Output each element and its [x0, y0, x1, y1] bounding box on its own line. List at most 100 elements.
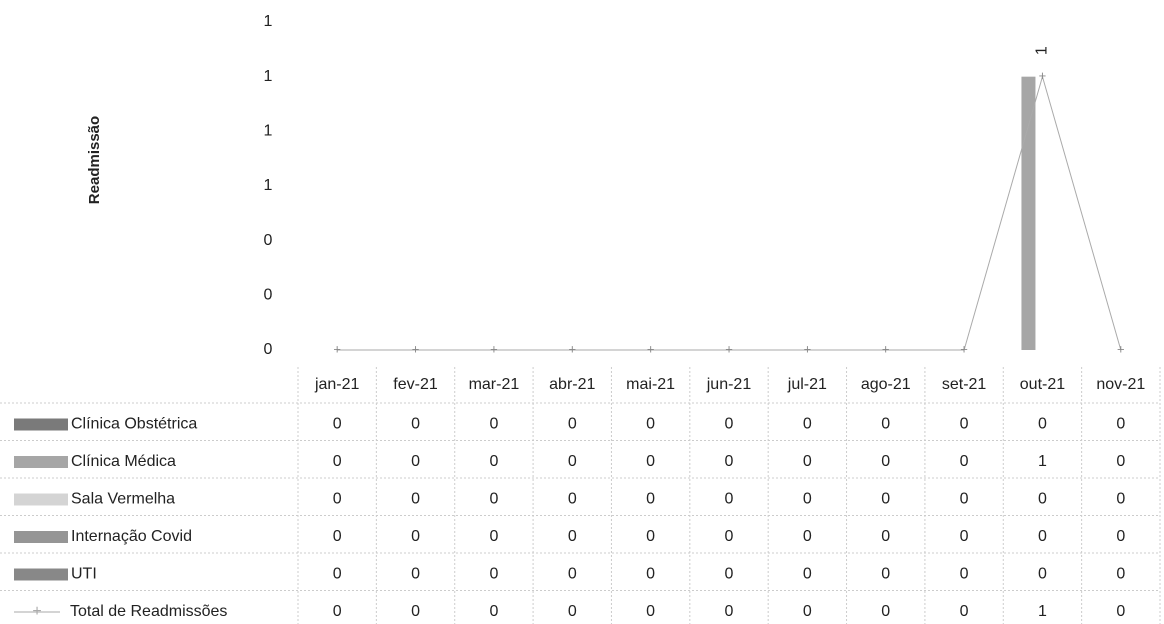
table-cell: 0	[411, 453, 420, 470]
table-cell: 0	[646, 453, 655, 470]
x-tick-label: set-21	[942, 376, 987, 393]
y-tick-label: 1	[264, 177, 273, 194]
table-cell: 0	[1038, 416, 1047, 433]
legend-label: Internação Covid	[71, 528, 192, 545]
legend-label: Clínica Médica	[71, 453, 176, 470]
line-marker: +	[1039, 68, 1047, 83]
line	[337, 74, 1122, 351]
table-cell: 0	[725, 528, 734, 545]
table-cell: 1	[1038, 603, 1047, 620]
table-cell: 0	[960, 603, 969, 620]
table-cell: 0	[489, 566, 498, 583]
data-label: 1	[1034, 46, 1051, 55]
line-marker: +	[804, 341, 812, 356]
table-cell: 0	[411, 566, 420, 583]
table-cell: 0	[1116, 453, 1125, 470]
legend-label: Total de Readmissões	[70, 603, 227, 620]
legend-swatch	[14, 493, 68, 506]
table-cell: 0	[333, 528, 342, 545]
table-cell: 0	[568, 528, 577, 545]
line-marker: +	[333, 341, 341, 356]
table-cell: 0	[803, 566, 812, 583]
table-cell: 0	[960, 416, 969, 433]
legend-label: Sala Vermelha	[71, 491, 175, 508]
line-marker: +	[725, 341, 733, 356]
legend-swatch	[14, 456, 68, 468]
legend-label: UTI	[71, 566, 97, 583]
line-marker: +	[490, 341, 498, 356]
table-cell: 0	[1116, 528, 1125, 545]
table-cell: 0	[725, 566, 734, 583]
x-tick-label: jun-21	[706, 376, 752, 393]
x-tick-label: mai-21	[626, 376, 675, 393]
table-cell: 0	[411, 491, 420, 508]
y-tick-label: 1	[264, 13, 273, 30]
table-cell: 0	[646, 603, 655, 620]
table-cell: 0	[646, 566, 655, 583]
table-cell: 0	[803, 603, 812, 620]
table-cell: 0	[1038, 491, 1047, 508]
table-cell: 0	[803, 453, 812, 470]
x-tick-label: mar-21	[469, 376, 520, 393]
legend-swatch	[14, 568, 68, 581]
table-cell: 0	[568, 566, 577, 583]
table-cell: 0	[333, 453, 342, 470]
table-cell: 1	[1038, 453, 1047, 470]
table-cell: 0	[881, 528, 890, 545]
table-cell: 0	[725, 453, 734, 470]
table-cell: 0	[881, 453, 890, 470]
legend-swatch	[14, 531, 68, 543]
table-cell: 0	[725, 491, 734, 508]
table-cell: 0	[411, 528, 420, 545]
table-cell: 0	[803, 491, 812, 508]
legend-label: Clínica Obstétrica	[71, 416, 197, 433]
table-cell: 0	[881, 491, 890, 508]
legend-swatch	[14, 418, 68, 431]
table-cell: 0	[803, 528, 812, 545]
table-cell: 0	[725, 416, 734, 433]
y-tick-label: 0	[264, 232, 273, 249]
table-cell: 0	[1116, 491, 1125, 508]
line-marker: +	[568, 341, 576, 356]
y-tick-label: 0	[264, 287, 273, 304]
table-cell: 0	[646, 491, 655, 508]
table-cell: 0	[333, 566, 342, 583]
line-marker: +	[412, 341, 420, 356]
table-cell: 0	[1038, 528, 1047, 545]
table-cell: 0	[881, 416, 890, 433]
table-cell: 0	[568, 416, 577, 433]
table-cell: 0	[568, 453, 577, 470]
table-cell: 0	[960, 453, 969, 470]
table-cell: 0	[881, 603, 890, 620]
table-cell: 0	[960, 491, 969, 508]
y-tick-label: 0	[264, 341, 273, 358]
table-cell: 0	[1116, 566, 1125, 583]
table-cell: 0	[333, 603, 342, 620]
line-marker: +	[647, 341, 655, 356]
table-cell: 0	[333, 491, 342, 508]
table-cell: 0	[411, 416, 420, 433]
x-tick-label: jan-21	[314, 376, 360, 393]
table-cell: 0	[489, 603, 498, 620]
table-cell: 0	[960, 528, 969, 545]
table-cell: 0	[333, 416, 342, 433]
x-tick-label: fev-21	[393, 376, 438, 393]
table-cell: 0	[725, 603, 734, 620]
x-tick-label: jul-21	[787, 376, 827, 393]
table-cell: 0	[489, 416, 498, 433]
table-cell: 0	[646, 416, 655, 433]
table-cell: 0	[411, 603, 420, 620]
table-cell: 0	[489, 491, 498, 508]
table-cell: 0	[646, 528, 655, 545]
x-tick-label: nov-21	[1096, 376, 1145, 393]
legend-marker: +	[32, 603, 41, 620]
table-cell: 0	[568, 491, 577, 508]
table-cell: 0	[881, 566, 890, 583]
line-marker: +	[1117, 341, 1125, 356]
y-tick-label: 1	[264, 68, 273, 85]
table-cell: 0	[489, 453, 498, 470]
table-cell: 0	[803, 416, 812, 433]
x-tick-label: ago-21	[861, 376, 911, 393]
table-cell: 0	[489, 528, 498, 545]
